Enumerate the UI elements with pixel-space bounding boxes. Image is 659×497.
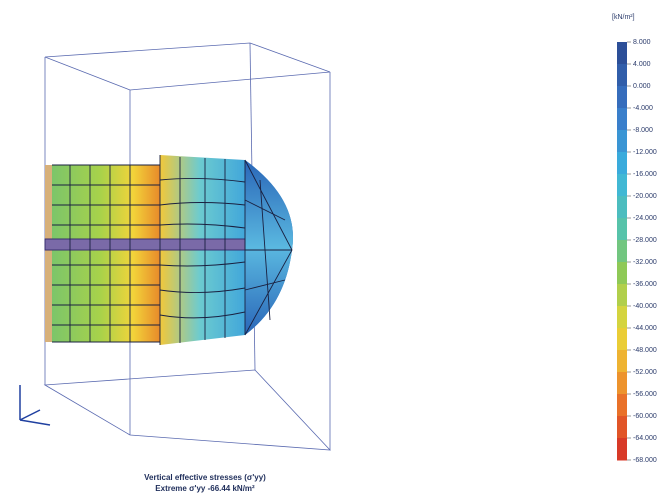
legend-swatch <box>617 306 627 329</box>
box-top <box>45 43 330 90</box>
legend-label: -12.000 <box>633 149 657 156</box>
legend-label: 4.000 <box>633 61 651 68</box>
box-bottom <box>45 370 330 450</box>
legend-unit: [kN/m²] <box>612 14 635 21</box>
legend-label: -44.000 <box>633 325 657 332</box>
legend-swatch <box>617 372 627 395</box>
legend-swatch <box>617 196 627 219</box>
legend-label: -48.000 <box>633 347 657 354</box>
legend-swatch <box>617 262 627 285</box>
legend-label: -24.000 <box>633 215 657 222</box>
legend-label: -36.000 <box>633 281 657 288</box>
model-view <box>20 43 330 450</box>
legend-label: -16.000 <box>633 171 657 178</box>
legend-label: -28.000 <box>633 237 657 244</box>
legend-label: -68.000 <box>633 457 657 464</box>
legend-swatch <box>617 64 627 87</box>
caption-extreme: Extreme σ'yy -66.44 kN/m² <box>155 484 255 493</box>
legend-swatch <box>617 328 627 351</box>
legend-swatch <box>617 108 627 131</box>
legend-swatch <box>617 240 627 263</box>
legend-label: -40.000 <box>633 303 657 310</box>
legend-swatch <box>617 394 627 417</box>
legend-swatch <box>617 130 627 153</box>
legend-swatch <box>617 86 627 109</box>
legend-swatch <box>617 350 627 373</box>
legend-swatch <box>617 438 627 461</box>
legend-label: 0.000 <box>633 83 651 90</box>
legend-swatch <box>617 284 627 307</box>
stress-region <box>52 165 160 342</box>
caption-title: Vertical effective stresses (σ'yy) <box>144 473 266 482</box>
plate <box>45 239 245 250</box>
legend-label: -4.000 <box>633 105 653 112</box>
legend-swatch <box>617 416 627 439</box>
legend-label: -52.000 <box>633 369 657 376</box>
legend-swatch <box>617 174 627 197</box>
legend-label: -32.000 <box>633 259 657 266</box>
legend-swatch <box>617 218 627 241</box>
legend-swatch <box>617 42 627 65</box>
legend-label: -20.000 <box>633 193 657 200</box>
legend-label: -8.000 <box>633 127 653 134</box>
page: Vertical effective stresses (σ'yy) Extre… <box>0 0 659 497</box>
axis-triad <box>20 385 50 425</box>
wall-edge <box>45 165 52 342</box>
color-legend: 8.000 4.000 0.000 -4.000 -8.000 -12.000 -16.00… <box>617 39 657 464</box>
legend-swatch <box>617 152 627 175</box>
legend-label: 8.000 <box>633 39 651 46</box>
legend-label: -60.000 <box>633 413 657 420</box>
legend-label: -64.000 <box>633 435 657 442</box>
legend-label: -56.000 <box>633 391 657 398</box>
